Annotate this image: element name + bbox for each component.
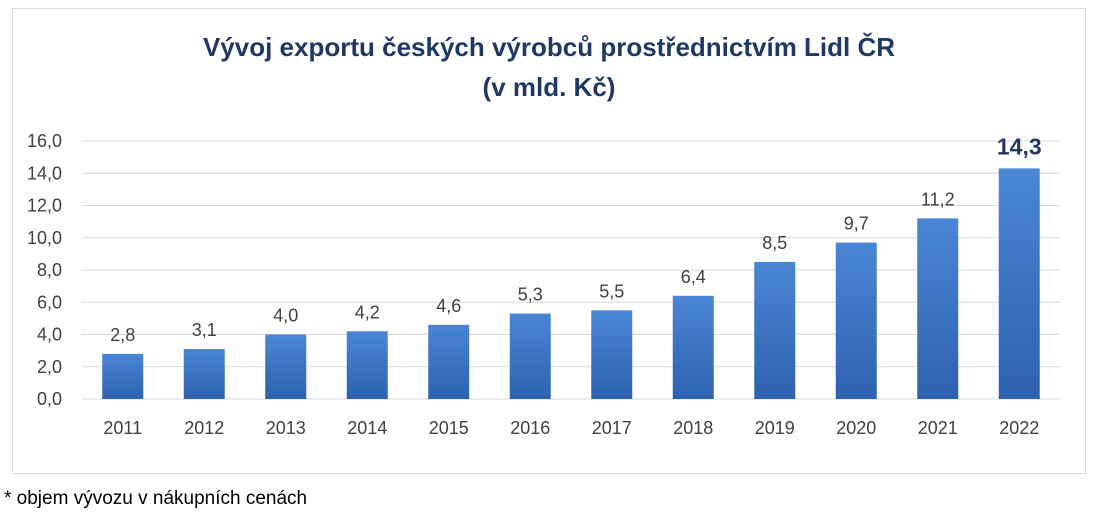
bar (672, 295, 714, 399)
y-tick-label: 2,0 (37, 357, 62, 377)
x-tick-label: 2018 (673, 418, 713, 438)
bar (346, 331, 388, 399)
x-tick-label: 2012 (184, 418, 224, 438)
bar (917, 218, 959, 399)
x-tick-label: 2019 (755, 418, 795, 438)
data-label: 4,0 (273, 306, 298, 326)
data-label: 5,5 (599, 281, 624, 301)
bars (102, 168, 1040, 399)
x-tick-label: 2013 (266, 418, 306, 438)
x-tick-label: 2014 (347, 418, 387, 438)
bar (509, 313, 551, 399)
bar (998, 168, 1040, 399)
x-tick-label: 2011 (103, 418, 142, 438)
bar (265, 334, 307, 399)
chart-title: Vývoj exportu českých výrobců prostředni… (12, 27, 1086, 107)
y-tick-label: 16,0 (27, 131, 62, 151)
x-tick-label: 2017 (592, 418, 632, 438)
y-axis-ticks: 0,0 2,0 4,0 6,0 8,0 10,0 12,0 14,0 16,0 (27, 131, 62, 409)
data-label: 14,3 (997, 133, 1042, 159)
bar (102, 353, 144, 399)
data-label: 4,6 (436, 296, 461, 316)
x-axis-ticks: 2011 2012 2013 2014 2015 2016 2017 2018 2019 2020… (103, 418, 1039, 438)
x-tick-label: 2020 (836, 418, 876, 438)
y-tick-label: 4,0 (37, 325, 62, 345)
bar (754, 261, 796, 399)
data-labels: 2,8 3,1 4,0 4,2 4,6 5,3 5,5 6,4 8,5 9,7 11,2 14,3 (110, 133, 1041, 344)
data-label: 6,4 (681, 267, 706, 287)
x-tick-label: 2021 (918, 418, 958, 438)
data-label: 3,1 (192, 320, 217, 340)
x-tick-label: 2016 (510, 418, 550, 438)
bar (835, 242, 877, 399)
chart-title-line2: (v mld. Kč) (482, 72, 616, 102)
x-tick-label: 2015 (429, 418, 469, 438)
data-label: 5,3 (518, 285, 543, 305)
bar (183, 349, 225, 399)
chart-title-line1: Vývoj exportu českých výrobců prostředni… (202, 32, 896, 62)
footnote: * objem vývozu v nákupních cenách (4, 488, 308, 509)
gridlines (82, 140, 1060, 400)
y-tick-label: 12,0 (27, 196, 62, 216)
data-label: 11,2 (921, 189, 955, 209)
y-tick-label: 10,0 (27, 228, 62, 248)
y-tick-label: 6,0 (37, 292, 62, 312)
data-label: 2,8 (110, 325, 135, 345)
bar (428, 324, 470, 399)
y-tick-label: 14,0 (27, 163, 62, 183)
y-tick-label: 8,0 (37, 260, 62, 280)
x-tick-label: 2022 (999, 418, 1039, 438)
data-label: 9,7 (844, 214, 869, 234)
data-label: 8,5 (762, 233, 787, 253)
bar (591, 310, 633, 399)
data-label: 4,2 (355, 302, 380, 322)
y-tick-label: 0,0 (37, 389, 62, 409)
